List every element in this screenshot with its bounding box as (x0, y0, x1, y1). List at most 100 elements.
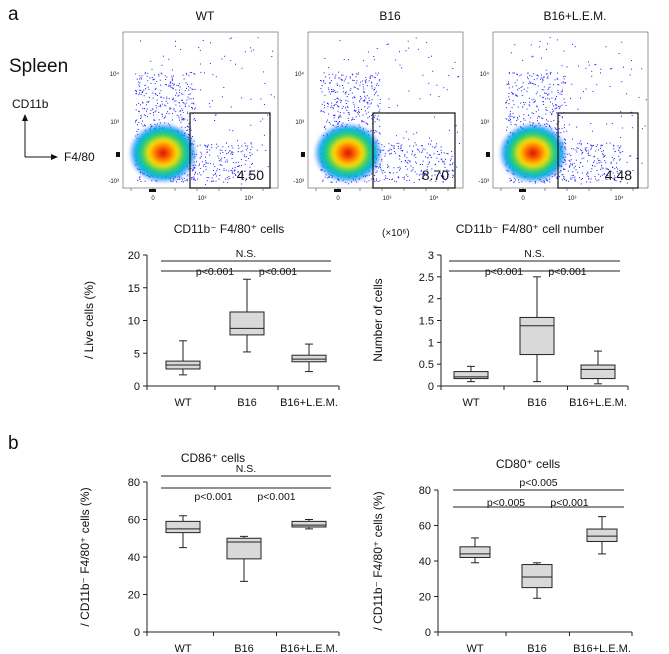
flow-dot (137, 124, 138, 126)
y-axis-label: / CD11b⁻ F4/80⁺ cells (%) (371, 491, 385, 630)
flow-dot (153, 74, 155, 76)
flow-dot (360, 81, 362, 83)
flow-dot (243, 154, 245, 156)
flow-dot (352, 119, 354, 121)
flow-dot (518, 88, 520, 90)
flow-dot (443, 163, 445, 165)
flow-dot (417, 149, 419, 151)
flow-dot (323, 104, 325, 106)
flow-dot (354, 97, 356, 98)
flow-axis-marker (519, 189, 526, 192)
flow-dot (355, 82, 357, 84)
flow-dot (324, 125, 326, 127)
flow-dot (355, 76, 357, 78)
flow-dot (368, 80, 370, 82)
flow-dot (581, 153, 583, 155)
flow-dot (514, 123, 516, 125)
flow-dot (158, 105, 160, 107)
flow-dot (231, 158, 233, 160)
flow-dot (159, 79, 161, 81)
flow-dot (161, 73, 163, 75)
flow-dot (153, 78, 155, 80)
flow-dot (396, 181, 397, 183)
flow-dot (355, 116, 357, 118)
flow-dot (158, 75, 160, 77)
flow-dot (139, 75, 141, 77)
box-B16 (519, 276, 555, 383)
flow-dot (410, 170, 412, 172)
flow-density-core (129, 123, 197, 183)
flow-dot (577, 108, 579, 110)
flow-dot (191, 88, 193, 90)
flow-dot (537, 120, 538, 122)
flow-dot (371, 85, 373, 87)
flow-dot (370, 178, 372, 180)
flow-dot (387, 166, 389, 168)
flow-dot (509, 98, 511, 100)
flow-dot (363, 91, 365, 93)
flow-dot (342, 91, 344, 93)
flow-dot (398, 142, 400, 144)
flow-dot (399, 64, 401, 66)
box-B16 (229, 278, 265, 353)
flow-dot (535, 111, 537, 113)
flow-dot (265, 150, 267, 151)
flow-dot (388, 150, 390, 151)
flow-dot (366, 95, 368, 97)
box-chart-3: CD86⁺ cells/ CD11b⁻ F4/80⁺ cells (%)0204… (78, 451, 340, 654)
flow-dot (240, 151, 242, 153)
flow-dot (197, 173, 199, 175)
flow-dot (352, 74, 354, 76)
flow-dot (181, 109, 183, 111)
flow-dot (333, 125, 335, 127)
flow-dot (426, 152, 428, 154)
flow-dot (616, 162, 618, 164)
flow-dot (516, 95, 518, 97)
flow-dot (618, 53, 620, 54)
flow-dot (374, 132, 376, 133)
flow-dot (199, 163, 200, 165)
flow-dot (388, 143, 390, 145)
flow-dot (616, 170, 618, 172)
flow-dot (199, 167, 201, 169)
flow-dot (229, 38, 231, 40)
flow-dot (323, 101, 325, 103)
flow-dot (620, 180, 622, 182)
flow-dot (152, 79, 154, 81)
flow-dot (365, 77, 367, 78)
flow-dot (213, 170, 214, 171)
flow-dot (414, 171, 416, 173)
flow-dot (173, 109, 175, 111)
flow-dot (440, 146, 442, 148)
flow-dot (561, 179, 563, 181)
y-axis-label: / CD11b⁻ F4/80⁺ cells (%) (78, 487, 92, 626)
flow-dot (135, 90, 137, 92)
flow-dot (587, 172, 589, 174)
flow-dot (345, 76, 347, 78)
flow-dot (142, 125, 144, 127)
flow-dot (152, 97, 154, 99)
panel-a-label: a (8, 4, 19, 25)
flow-dot (158, 119, 160, 121)
flow-dot (536, 78, 538, 80)
flow-dot (596, 144, 598, 146)
flow-dot (506, 118, 508, 120)
flow-dot (582, 165, 584, 167)
flow-dot (571, 164, 573, 166)
flow-dot (218, 157, 220, 159)
flow-dot (328, 103, 329, 105)
flow-dot (620, 111, 622, 113)
flow-dot (559, 105, 561, 107)
flow-dot (367, 51, 369, 53)
chart-title: CD11b⁻ F4/80⁺ cell number (456, 222, 605, 236)
flow-dot (171, 75, 173, 77)
flow-dot (147, 86, 149, 88)
flow-dot (233, 173, 235, 174)
flow-dot (143, 114, 145, 116)
flow-dot (565, 82, 566, 84)
flow-dot (249, 176, 251, 178)
flow-dot (521, 90, 523, 92)
flow-dot (183, 102, 185, 104)
flow-dot (561, 174, 563, 176)
flow-dot (146, 110, 147, 112)
